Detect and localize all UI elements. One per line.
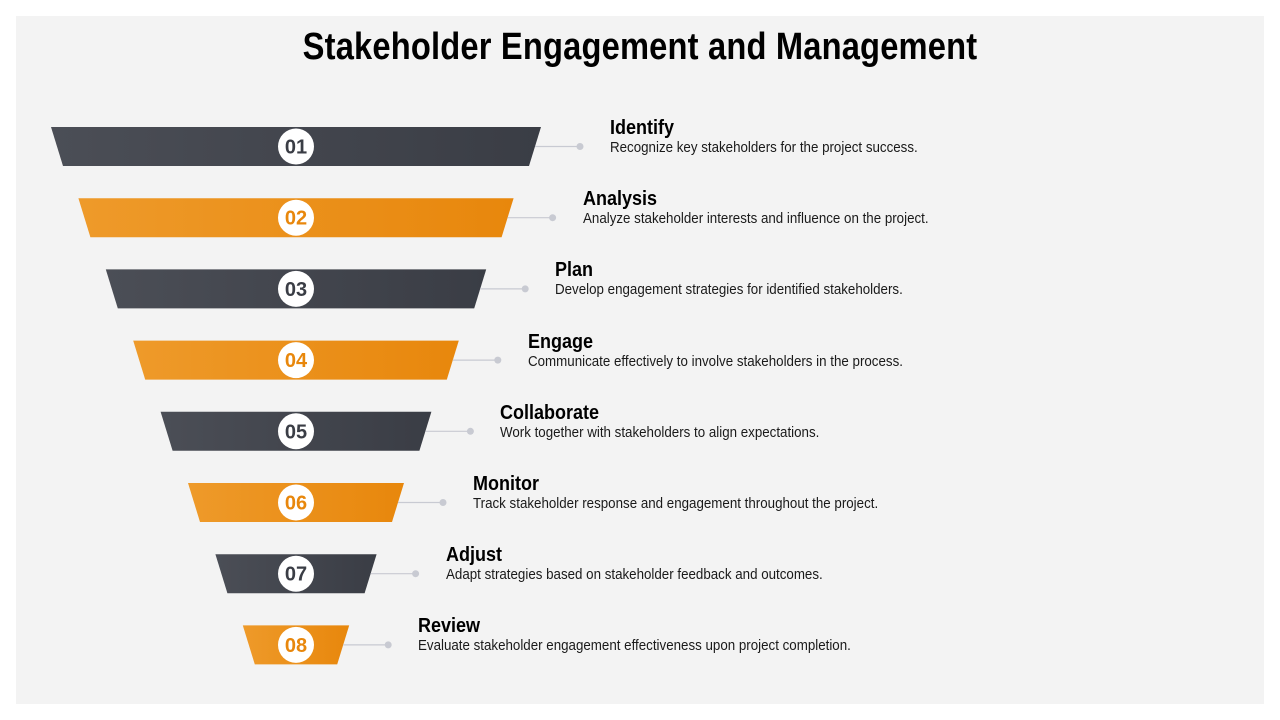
step-text-06: Monitor Track stakeholder response and en… [473,473,913,513]
step-badge-02 [278,199,314,236]
step-text-07: Adjust Adapt strategies based on stakehol… [446,544,856,584]
step-title: Plan [555,259,594,282]
connector-dot-06 [439,499,447,506]
step-title: Adjust [445,544,502,567]
step-description: Recognize key stakeholders for the proje… [610,140,918,156]
step-description: Analyze stakeholder interests and influe… [582,211,929,228]
page-title: Stakeholder Engagement and Management [302,26,978,68]
step-description: Develop engagement strategies for identi… [555,282,903,299]
step-text-02: Analysis Analyze stakeholder interests an… [583,188,959,228]
step-badge-06 [278,484,314,521]
step-description: Track stakeholder response and engagemen… [473,496,879,512]
step-number-08: 08 [285,635,307,657]
connector-dot-02 [549,214,557,222]
step-title: Review [418,615,481,638]
step-number-05: 05 [285,421,307,443]
connector-dot-01 [576,143,584,150]
step-title: Engage [527,330,593,353]
step-badge-05 [278,413,314,450]
step-badge-01 [278,128,314,165]
step-title: Collaborate [500,401,600,424]
step-number-03: 03 [285,279,307,301]
connector-dot-08 [384,641,392,649]
step-text-01: Identify Recognize key stakeholders for t… [610,117,944,157]
step-title: Analysis [582,188,657,211]
step-text-03: Plan Develop engagement strategies for id… [555,259,933,299]
step-badge-07 [278,555,314,592]
step-number-06: 06 [285,493,307,515]
step-badge-03 [278,270,314,307]
step-text-04: Engage Communicate effectively to involve… [528,331,936,371]
connector-dot-03 [521,285,529,293]
step-description: Work together with stakeholders to align… [500,424,820,441]
connector-dot-05 [466,427,474,435]
step-description: Adapt strategies based on stakeholder fe… [445,567,823,584]
step-description: Communicate effectively to involve stake… [527,353,903,370]
step-number-02: 02 [285,208,307,230]
connector-dot-07 [412,570,420,578]
connector-dot-04 [494,356,502,364]
step-description: Evaluate stakeholder engagement effectiv… [418,638,852,655]
step-number-04: 04 [285,350,308,372]
step-text-05: Collaborate Work together with stakeholde… [500,402,847,442]
step-text-08: Review Evaluate stakeholder engagement ef… [418,615,888,655]
step-title: Monitor [473,473,539,495]
step-number-01: 01 [285,137,307,159]
step-title: Identify [610,117,675,139]
step-number-07: 07 [285,564,307,586]
step-badge-04 [278,342,314,379]
step-badge-08 [278,626,314,663]
